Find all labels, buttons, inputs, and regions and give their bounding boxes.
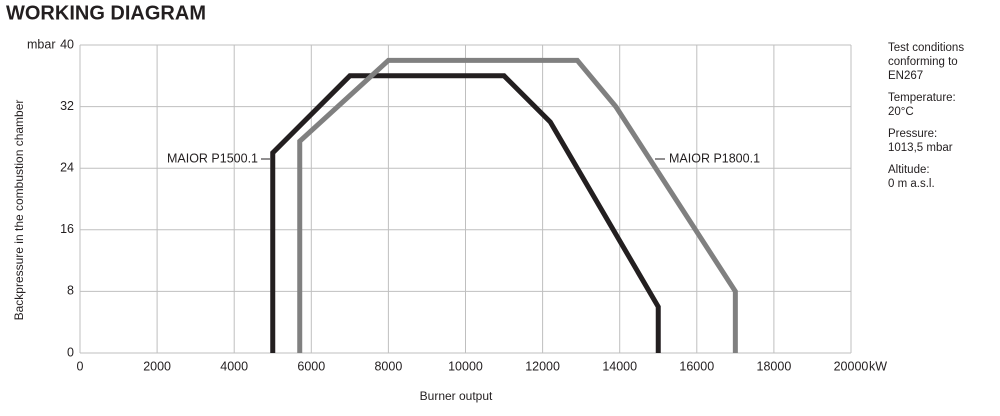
- y-tick-label: 40: [60, 37, 74, 51]
- x-tick-label: 16000: [679, 359, 714, 373]
- series-label: MAIOR P1800.1: [669, 151, 760, 165]
- x-tick-label: 0: [77, 359, 84, 373]
- series-line: [297, 57, 738, 353]
- note: 20°C: [888, 106, 914, 118]
- y-axis-label: Backpressure in the combustion chamber: [12, 100, 26, 321]
- x-tick-label: 2000: [143, 359, 171, 373]
- x-tick-label: 8000: [374, 359, 402, 373]
- note: 1013,5 mbar: [888, 142, 953, 154]
- note: EN267: [888, 70, 923, 82]
- note: Temperature:: [888, 92, 956, 104]
- y-unit: mbar: [27, 37, 55, 51]
- note: Altitude:: [888, 164, 930, 176]
- note: Test conditions: [888, 42, 964, 54]
- y-tick-label: 0: [67, 345, 74, 359]
- series-label: MAIOR P1500.1: [167, 151, 258, 165]
- x-tick-label: 20000: [834, 359, 869, 373]
- chart-title: WORKING DIAGRAM: [6, 2, 206, 24]
- x-unit: kW: [869, 359, 887, 373]
- x-tick-label: 6000: [297, 359, 325, 373]
- note: Pressure:: [888, 128, 937, 140]
- series-line: [270, 73, 661, 353]
- y-tick-label: 32: [60, 99, 74, 113]
- y-tick-label: 24: [60, 160, 74, 174]
- x-tick-label: 14000: [602, 359, 637, 373]
- x-axis-label: Burner output: [420, 389, 493, 403]
- x-tick-label: 4000: [220, 359, 248, 373]
- y-tick-label: 16: [60, 222, 74, 236]
- note: conforming to: [888, 56, 958, 68]
- y-tick-label: 8: [67, 284, 74, 298]
- x-tick-label: 10000: [448, 359, 483, 373]
- x-tick-label: 12000: [525, 359, 560, 373]
- x-tick-label: 18000: [757, 359, 792, 373]
- note: 0 m a.s.l.: [888, 178, 935, 190]
